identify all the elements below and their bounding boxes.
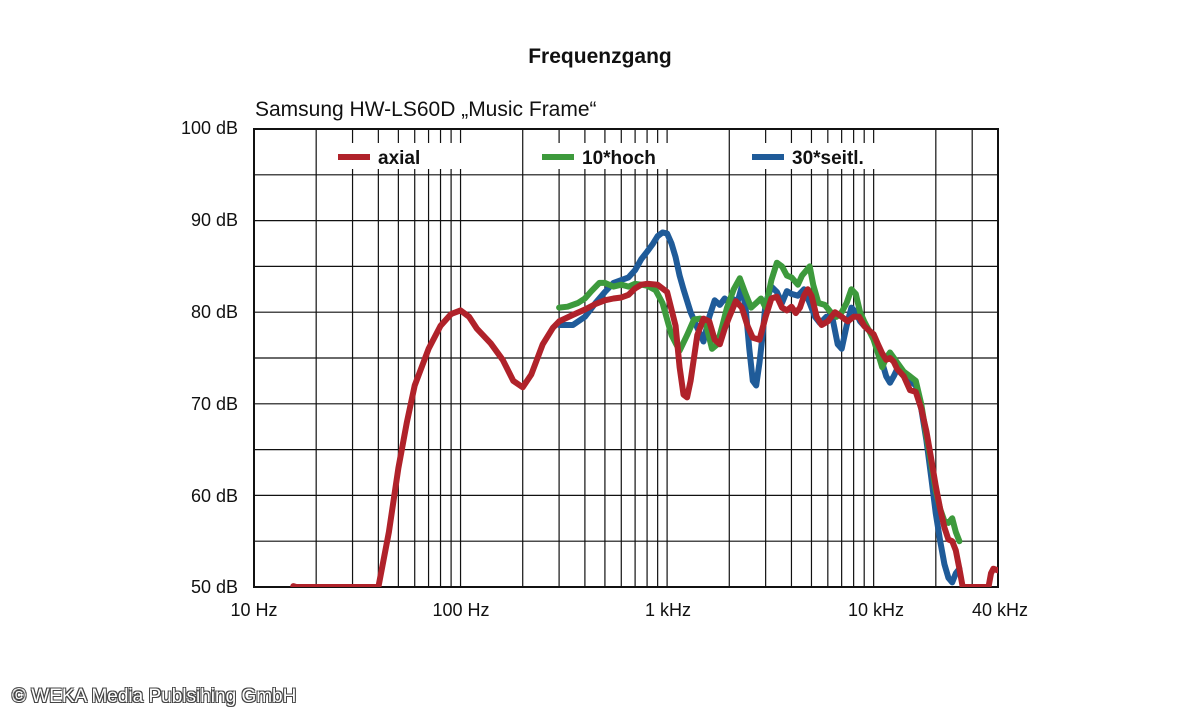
legend-label: 30*seitl.	[792, 148, 864, 169]
plot-area	[290, 229, 998, 587]
x-tick-label: 1 kHz	[644, 600, 691, 620]
y-tick-label: 70 dB	[190, 394, 238, 414]
copyright-credit: © WEKA Media Publsihing GmbH	[12, 686, 297, 707]
legend: axial 10*hoch 30*seitl.	[334, 143, 898, 169]
x-tick-label: 10 Hz	[230, 600, 278, 620]
x-tick-label: 10 kHz	[847, 600, 905, 620]
legend-label: axial	[378, 148, 420, 169]
chart-subtitle: Samsung HW-LS60D „Music Frame“	[255, 98, 597, 121]
y-tick-label: 60 dB	[190, 486, 238, 506]
series-line-1	[556, 259, 963, 545]
legend-label: 10*hoch	[582, 148, 656, 169]
y-tick-label: 80 dB	[190, 302, 238, 322]
plot-frame	[253, 128, 999, 588]
series-line-0	[290, 280, 998, 587]
x-tick-label: 40 kHz	[971, 600, 1029, 620]
y-tick-label: 90 dB	[190, 210, 238, 230]
chart-title: Frequenzgang	[528, 45, 672, 68]
x-tick-label: 100 Hz	[432, 600, 490, 620]
y-tick-label: 50 dB	[190, 577, 238, 597]
y-tick-label: 100 dB	[180, 118, 238, 138]
